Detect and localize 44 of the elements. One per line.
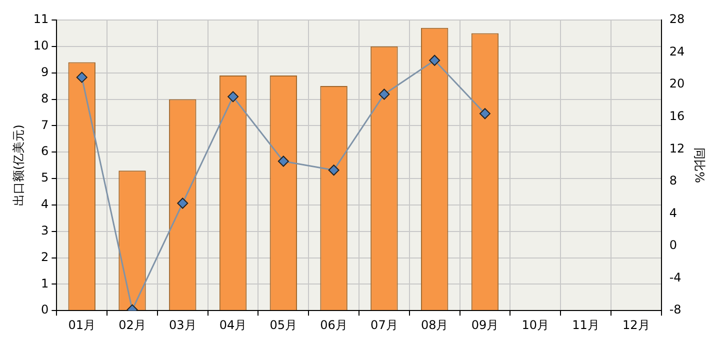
y-tick-label: 7	[41, 118, 49, 132]
y2-tick-label: 20	[669, 76, 685, 91]
x-tick-label: 11月	[572, 318, 600, 332]
point	[228, 91, 239, 102]
y2-tick-label: -4	[669, 270, 682, 284]
point	[278, 156, 289, 167]
point	[328, 164, 340, 176]
y-tick-label: 11	[33, 12, 49, 26]
y2-tick-label: 12	[669, 141, 685, 156]
x-tick-label: 10月	[522, 318, 549, 332]
x-tick-label: 01月	[68, 318, 96, 332]
x-tick-label: 06月	[320, 318, 348, 332]
point	[177, 198, 188, 209]
x-tick-label: 03月	[169, 318, 196, 332]
y-tick-label: 1	[41, 276, 49, 290]
x-tick-label: 12月	[622, 318, 650, 332]
point	[479, 108, 490, 120]
y-tick-label: 9	[41, 64, 49, 79]
x-tick-label: 09月	[471, 318, 499, 332]
point	[76, 72, 88, 83]
y2-tick-label: 24	[669, 44, 685, 58]
x-tick-label: 05月	[270, 318, 298, 332]
y2-tick-label: 16	[669, 108, 685, 123]
x-tick-label: 08月	[420, 318, 448, 332]
y-tick-label: 6	[41, 144, 49, 158]
x-tick-label: 07月	[370, 318, 398, 332]
point	[429, 54, 440, 66]
y-tick-label: 2	[41, 250, 49, 264]
y2-tick-label: 8	[669, 174, 677, 188]
y-tick-label: 0	[41, 302, 49, 317]
y2-tick-label: 28	[669, 12, 685, 26]
y2-tick-label: -8	[669, 302, 682, 317]
y2-tick-label: 0	[669, 238, 677, 252]
y-tick-label: 8	[41, 91, 49, 106]
point	[378, 88, 390, 100]
y-tick-label: 5	[41, 170, 49, 185]
x-tick-label: 04月	[219, 318, 247, 332]
x-tick-label: 02月	[118, 318, 146, 332]
y2-tick-label: 4	[669, 206, 677, 220]
y-tick-label: 4	[41, 197, 49, 212]
y2-axis-title: 同比%	[692, 148, 707, 184]
y-tick-label: 10	[33, 38, 49, 53]
y-axis-title: 出口额(亿美元)	[11, 124, 26, 206]
y-tick-label: 3	[41, 223, 49, 238]
